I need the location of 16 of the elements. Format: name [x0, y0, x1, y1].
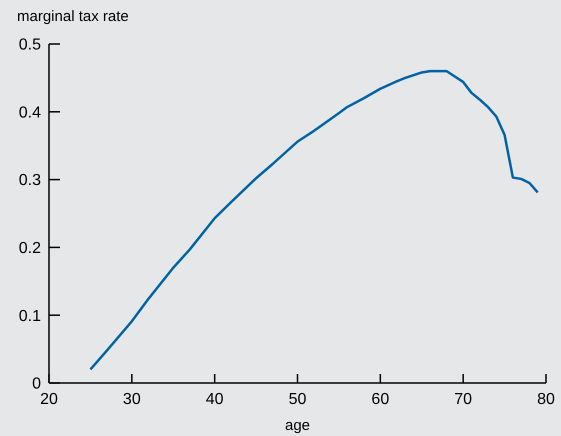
x-tick-label: 40	[206, 391, 224, 408]
y-tick-label: 0	[32, 376, 42, 393]
y-tick-label: 0.2	[18, 240, 42, 257]
x-tick-label: 60	[371, 391, 390, 408]
y-tick-label: 0.1	[18, 308, 42, 325]
x-tick-label: 50	[288, 391, 306, 408]
x-tick-label: 80	[537, 391, 555, 408]
x-tick-label: 70	[454, 391, 472, 408]
x-axis-title: age	[284, 417, 310, 434]
y-tick-label: 0.5	[18, 36, 42, 54]
line-series	[89, 70, 539, 371]
y-axis-title: marginal tax rate	[17, 8, 129, 25]
x-tick-label: 30	[122, 391, 141, 408]
y-tick-label: 0.3	[18, 172, 42, 190]
y-tick-label: 0.4	[18, 104, 42, 122]
x-tick-label: 20	[40, 391, 58, 408]
